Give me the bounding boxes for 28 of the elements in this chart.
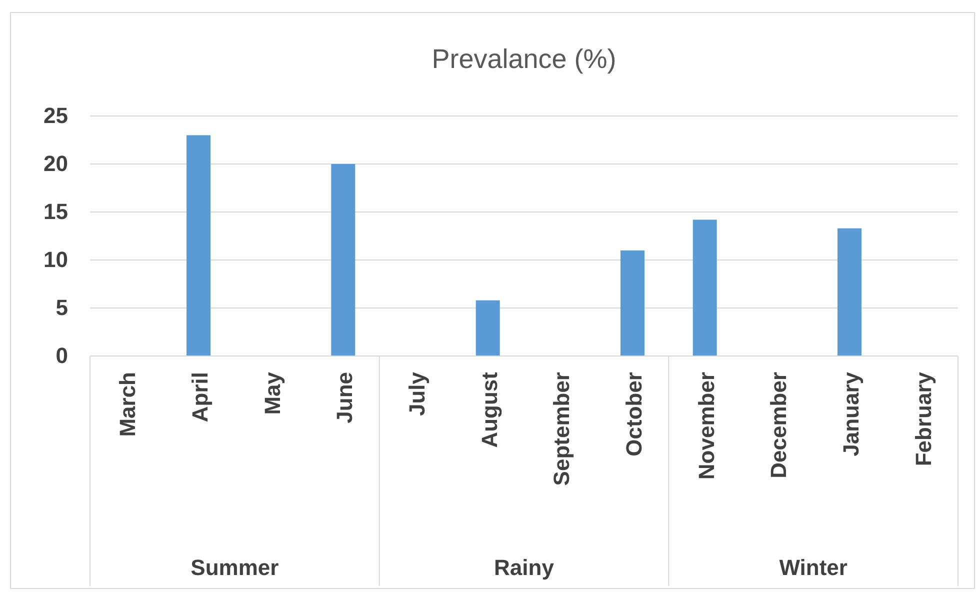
x-tick-label: January [838, 371, 864, 456]
x-tick-label: November [694, 372, 719, 480]
bar [476, 300, 500, 356]
y-tick-label: 10 [44, 247, 68, 272]
x-tick-label: April [188, 372, 212, 422]
x-tick-label: July [404, 371, 430, 416]
text: Winter [779, 555, 848, 580]
x-tick-label: June [332, 372, 358, 424]
bar [838, 228, 862, 356]
x-tick-label: September [549, 372, 574, 486]
y-tick-label: 0 [56, 343, 68, 368]
bar [620, 250, 644, 356]
text: Summer [190, 555, 280, 580]
x-tick-label: December [766, 372, 792, 478]
x-tick-label: February [910, 371, 936, 466]
y-tick-label: 5 [56, 295, 68, 320]
bar [692, 220, 717, 356]
text: Rainy [494, 555, 555, 580]
y-tick-label: 15 [44, 199, 68, 224]
x-tick-label: August [476, 371, 502, 448]
y-tick-label: 20 [44, 151, 68, 176]
x-tick-label: October [622, 372, 646, 456]
bar [331, 164, 356, 356]
y-tick-label: 25 [44, 103, 68, 128]
chart-title: Prevalance (%) [432, 44, 616, 74]
bar [186, 135, 210, 356]
x-tick-label: May [260, 371, 285, 415]
x-tick-label: March [115, 372, 140, 437]
